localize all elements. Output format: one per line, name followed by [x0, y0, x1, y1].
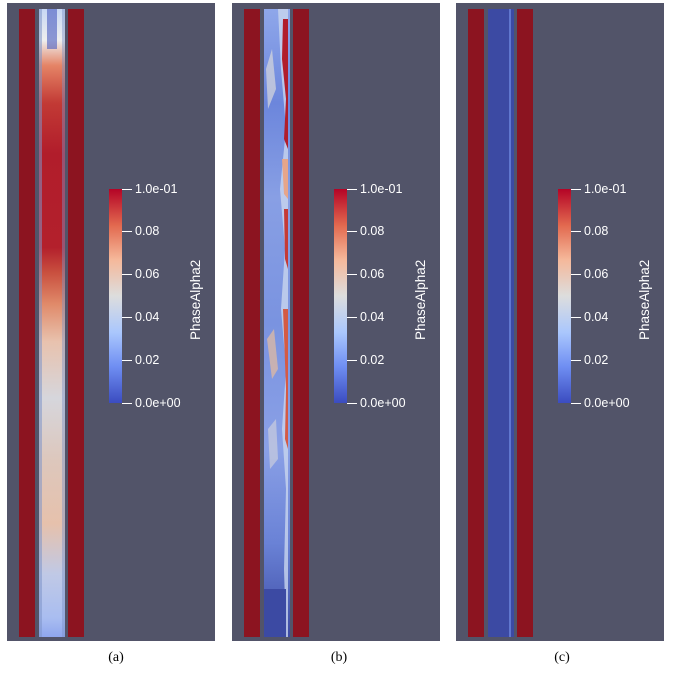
colorbar-tick	[571, 231, 581, 232]
colorbar-tick-label: 0.0e+00	[360, 396, 406, 410]
channel-field-c	[488, 9, 514, 637]
channel-field-b	[264, 9, 290, 637]
right-wall	[68, 9, 84, 637]
colorbar-title: PhaseAlpha2	[637, 259, 652, 340]
colorbar-tick-label: 0.0e+00	[584, 396, 630, 410]
colorbar-tick-label: 1.0e-01	[360, 182, 403, 196]
left-wall	[468, 9, 484, 637]
colorbar-tick-label: 0.06	[360, 267, 385, 281]
channel-field-a	[39, 9, 65, 637]
caption-b: (b)	[330, 650, 348, 665]
colorbar-tick	[571, 189, 581, 190]
colorbar-tick	[571, 403, 581, 404]
colorbar-tick-label: 0.02	[360, 353, 385, 367]
colorbar-tick-label: 0.02	[584, 353, 609, 367]
colorbar-tick	[347, 189, 357, 190]
panel-b-render: 1.0e-01 0.08 0.06 0.04 0.02 0.0e+00 Phas…	[232, 3, 440, 641]
colorbar-tick	[122, 317, 132, 318]
panel-c-render: 1.0e-01 0.08 0.06 0.04 0.02 0.0e+00 Phas…	[456, 3, 664, 641]
colorbar-tick	[347, 274, 357, 275]
colorbar-tick	[122, 403, 132, 404]
colorbar-tick-label: 0.06	[135, 267, 160, 281]
colorbar-tick-label: 0.02	[135, 353, 160, 367]
colorbar-title: PhaseAlpha2	[188, 259, 203, 340]
colorbar-tick	[347, 317, 357, 318]
colorbar	[109, 189, 122, 403]
colorbar-tick	[122, 360, 132, 361]
colorbar-tick	[122, 274, 132, 275]
colorbar-tick	[571, 360, 581, 361]
colorbar-tick-label: 0.06	[584, 267, 609, 281]
colorbar-tick-label: 0.08	[135, 224, 160, 238]
colorbar-tick	[571, 317, 581, 318]
colorbar-title: PhaseAlpha2	[413, 259, 428, 340]
colorbar-tick-label: 0.0e+00	[135, 396, 181, 410]
colorbar-tick	[347, 231, 357, 232]
colorbar-tick-label: 1.0e-01	[135, 182, 178, 196]
colorbar	[334, 189, 347, 403]
colorbar-tick	[347, 403, 357, 404]
colorbar-tick	[122, 189, 132, 190]
right-wall	[517, 9, 533, 637]
colorbar-tick	[347, 360, 357, 361]
colorbar-tick-label: 0.08	[584, 224, 609, 238]
left-wall	[244, 9, 260, 637]
colorbar-tick	[122, 231, 132, 232]
colorbar-tick-label: 0.08	[360, 224, 385, 238]
left-wall	[19, 9, 35, 637]
colorbar-tick	[571, 274, 581, 275]
colorbar-tick-label: 0.04	[135, 310, 160, 324]
caption-c: (c)	[554, 650, 570, 665]
right-wall	[293, 9, 309, 637]
colorbar-tick-label: 0.04	[584, 310, 609, 324]
colorbar-tick-label: 1.0e-01	[584, 182, 627, 196]
panel-a-render: 1.0e-01 0.08 0.06 0.04 0.02 0.0e+00 Phas…	[7, 3, 215, 641]
colorbar-tick-label: 0.04	[360, 310, 385, 324]
caption-a: (a)	[108, 650, 124, 665]
colorbar	[558, 189, 571, 403]
